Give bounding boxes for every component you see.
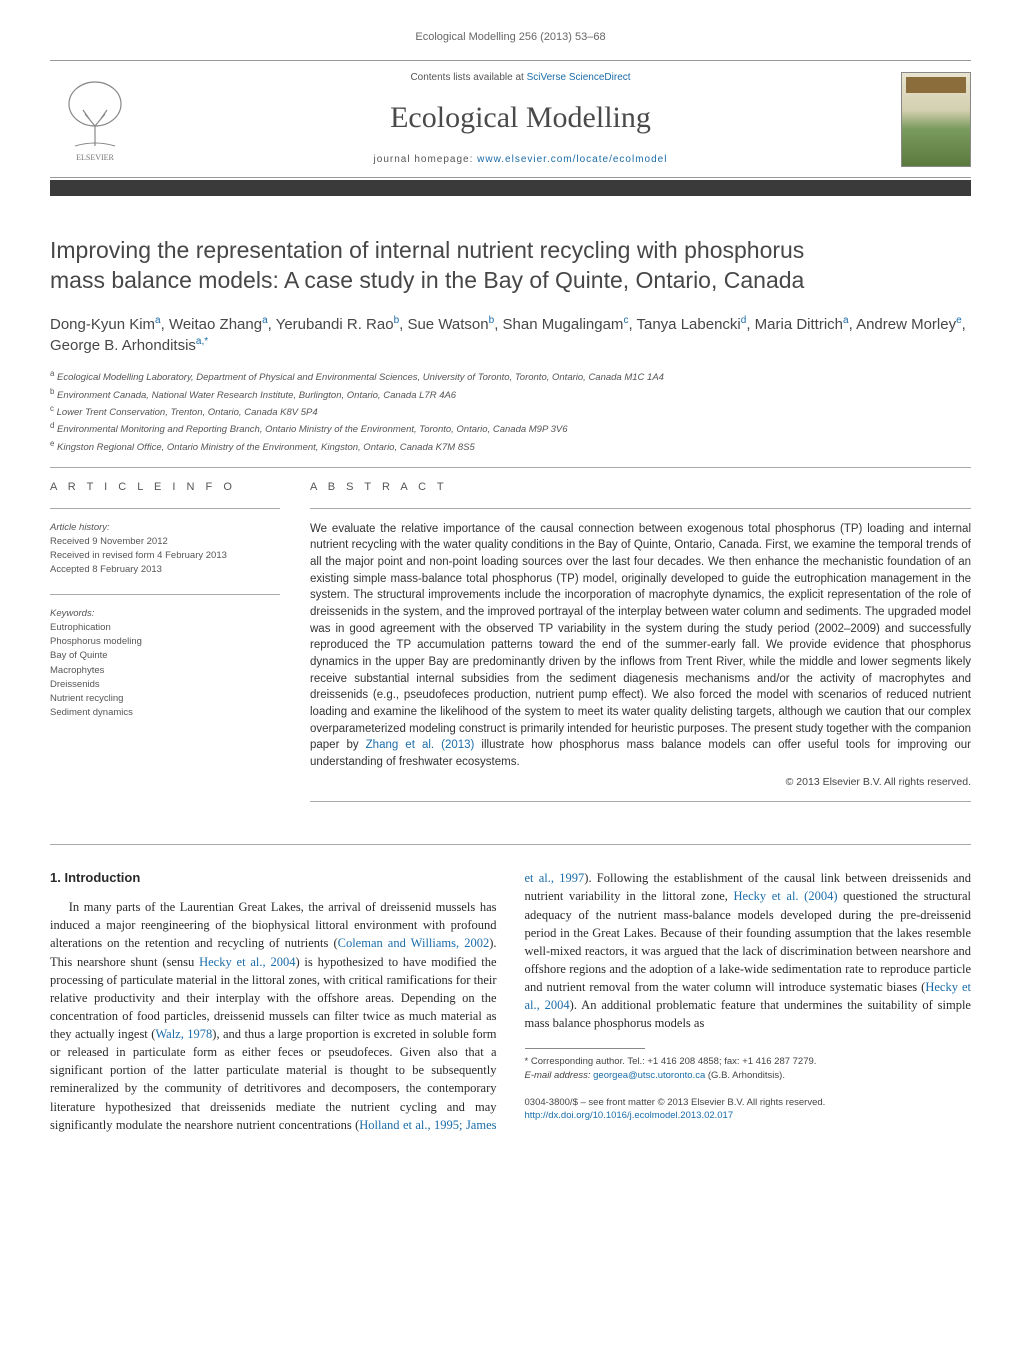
homepage-prefix: journal homepage: [374,154,478,165]
affiliation-line: e Kingston Regional Office, Ontario Mini… [50,438,971,455]
keyword-item: Eutrophication [50,621,280,635]
keyword-item: Bay of Quinte [50,649,280,663]
citation-link[interactable]: Hecky et al. (2004) [734,889,838,903]
article-info-label: A R T I C L E I N F O [50,480,280,495]
keyword-item: Dreissenids [50,678,280,692]
title-line-2: mass balance models: A case study in the… [50,267,804,293]
divider [50,508,280,509]
section-divider [50,844,971,845]
intro-text: questioned the structural adequacy of th… [525,889,972,994]
affiliation-line: b Environment Canada, National Water Res… [50,386,971,403]
abstract-text: We evaluate the relative importance of t… [310,521,971,771]
keyword-item: Sediment dynamics [50,706,280,720]
journal-cover-thumbnail [901,72,971,167]
keywords-block: Keywords: EutrophicationPhosphorus model… [50,607,280,721]
affiliations-list: a Ecological Modelling Laboratory, Depar… [50,368,971,455]
keywords-label: Keywords: [50,607,280,621]
history-revised: Received in revised form 4 February 2013 [50,549,280,563]
contents-lists-line: Contents lists available at SciVerse Sci… [140,71,901,85]
history-label: Article history: [50,521,280,535]
divider [310,508,971,509]
abstract-col: A B S T R A C T We evaluate the relative… [310,480,971,814]
citation-link[interactable]: Walz, 1978 [155,1027,212,1041]
history-received: Received 9 November 2012 [50,535,280,549]
footnote-email-tail: (G.B. Arhonditsis). [705,1070,785,1081]
doi-link[interactable]: http://dx.doi.org/10.1016/j.ecolmodel.20… [525,1110,734,1121]
intro-heading: 1. Introduction [50,869,497,888]
keyword-item: Phosphorus modeling [50,635,280,649]
abstract-label: A B S T R A C T [310,480,971,495]
abstract-part-0: We evaluate the relative importance of t… [310,523,971,752]
corresponding-author-footnote: * Corresponding author. Tel.: +1 416 208… [525,1055,972,1082]
abstract-copyright: © 2013 Elsevier B.V. All rights reserved… [310,775,971,790]
journal-homepage-line: journal homepage: www.elsevier.com/locat… [140,153,901,167]
svg-text:ELSEVIER: ELSEVIER [76,153,114,162]
keyword-item: Nutrient recycling [50,692,280,706]
homepage-link[interactable]: www.elsevier.com/locate/ecolmodel [477,154,667,165]
contents-prefix: Contents lists available at [410,72,526,83]
history-accepted: Accepted 8 February 2013 [50,563,280,577]
article-info-col: A R T I C L E I N F O Article history: R… [50,480,280,814]
body-two-columns: 1. Introduction In many parts of the Lau… [50,869,971,1133]
authors-list: Dong-Kyun Kima, Weitao Zhanga, Yerubandi… [50,314,971,356]
intro-text: ). An additional problematic feature tha… [525,998,971,1030]
affiliation-line: d Environmental Monitoring and Reporting… [50,420,971,437]
header-center: Contents lists available at SciVerse Sci… [140,71,901,167]
affiliation-line: a Ecological Modelling Laboratory, Depar… [50,368,971,385]
footer-block: 0304-3800/$ – see front matter © 2013 El… [525,1096,972,1123]
divider [50,594,280,595]
elsevier-logo: ELSEVIER [50,69,140,169]
footnote-email-label: E-mail address: [525,1070,594,1081]
keyword-item: Macrophytes [50,664,280,678]
divider [310,801,971,802]
article-title: Improving the representation of internal… [50,236,971,296]
corresponding-email-link[interactable]: georgea@utsc.utoronto.ca [593,1070,705,1081]
affiliation-line: c Lower Trent Conservation, Trenton, Ont… [50,403,971,420]
header-dark-bar [50,180,971,196]
info-abstract-row: A R T I C L E I N F O Article history: R… [50,480,971,814]
footnote-separator [525,1048,645,1049]
header-band: ELSEVIER Contents lists available at Sci… [50,60,971,178]
title-line-1: Improving the representation of internal… [50,237,804,263]
footer-copyright-line: 0304-3800/$ – see front matter © 2013 El… [525,1096,972,1109]
journal-reference: Ecological Modelling 256 (2013) 53–68 [50,30,971,45]
divider [50,467,971,468]
footnote-text: Corresponding author. Tel.: +1 416 208 4… [528,1056,816,1067]
citation-link[interactable]: Hecky et al., 2004 [199,955,295,969]
elsevier-tree-icon: ELSEVIER [55,74,135,164]
sciencedirect-link[interactable]: SciVerse ScienceDirect [527,72,631,83]
abstract-citation-link[interactable]: Zhang et al. (2013) [366,739,475,751]
journal-title: Ecological Modelling [140,97,901,139]
article-history: Article history: Received 9 November 201… [50,521,280,578]
citation-link[interactable]: Coleman and Williams, 2002 [338,936,490,950]
